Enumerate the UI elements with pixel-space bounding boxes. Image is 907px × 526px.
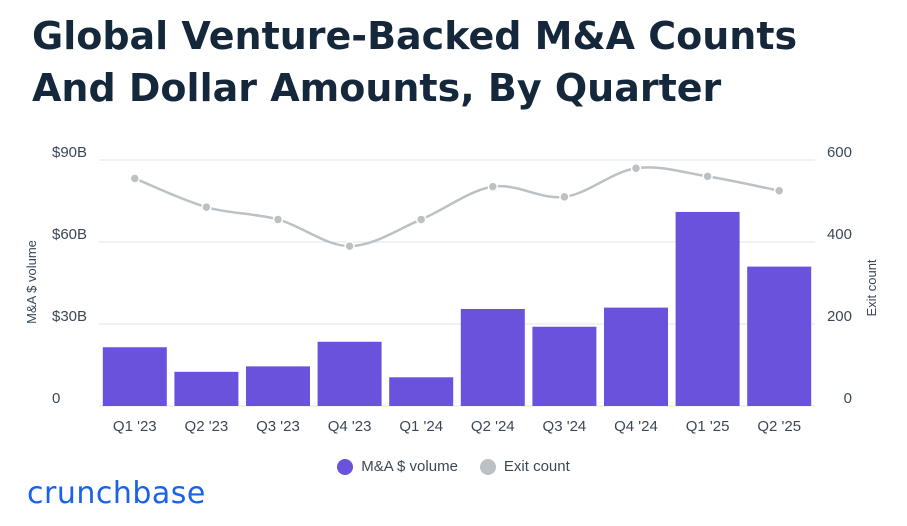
bar[interactable]: [246, 366, 310, 406]
legend-label-exit-count: Exit count: [503, 458, 570, 475]
y2-tick-label: 0: [844, 390, 852, 407]
y-tick-label: 0: [52, 390, 60, 407]
exit-count-point[interactable]: [201, 201, 212, 213]
bar[interactable]: [102, 347, 167, 406]
y-tick-label: $30B: [52, 308, 87, 325]
exit-count-point[interactable]: [773, 185, 785, 196]
crunchbase-logo[interactable]: crunchbase: [27, 476, 206, 511]
y-tick-label: $60B: [52, 226, 87, 243]
chart-title: Global Venture-Backed M&A Counts And Dol…: [32, 14, 798, 110]
exit-count-line: [134, 166, 780, 248]
x-tick-label: Q3 '23: [256, 418, 300, 435]
x-tick-label: Q1 '23: [113, 418, 157, 435]
bar[interactable]: [604, 307, 668, 406]
y2-tick-label: 600: [827, 144, 852, 161]
legend-item-volume[interactable]: M&A $ volume: [337, 458, 458, 475]
y2-axis-label: Exit count: [864, 259, 879, 316]
legend-swatch-exit-count: [479, 458, 496, 475]
exit-count-point[interactable]: [487, 181, 499, 192]
y2-axis-ticks: 0 200 400 600: [827, 144, 852, 407]
exit-count-point[interactable]: [272, 214, 284, 225]
x-tick-label: Q2 '24: [471, 418, 515, 435]
exit-count-point[interactable]: [129, 173, 141, 184]
bar[interactable]: [675, 211, 740, 406]
x-tick-label: Q3 '24: [543, 418, 587, 435]
legend-item-exit-count[interactable]: Exit count: [479, 458, 570, 475]
y-axis-ticks: 0 $30B $60B $90B: [52, 144, 87, 407]
bar[interactable]: [174, 371, 239, 406]
combo-chart: Q1 '23 Q2 '23 Q3 '23 Q4 '23 Q1 '24 Q2 '24 Q3 '…: [24, 144, 879, 435]
legend-label-volume: M&A $ volume: [361, 458, 458, 475]
legend: M&A $ volume Exit count: [0, 458, 907, 475]
exit-count-point[interactable]: [702, 171, 713, 182]
y2-tick-label: 200: [827, 308, 852, 325]
x-tick-label: Q1 '25: [686, 418, 730, 435]
x-tick-label: Q1 '24: [399, 418, 443, 435]
line-series: [129, 162, 785, 252]
bar[interactable]: [460, 308, 525, 406]
y-axis-label: M&A $ volume: [24, 240, 39, 324]
exit-count-point[interactable]: [559, 191, 570, 203]
bar[interactable]: [747, 266, 812, 406]
y2-tick-label: 400: [827, 226, 852, 243]
x-tick-label: Q4 '23: [328, 418, 372, 435]
x-axis-ticks: Q1 '23 Q2 '23 Q3 '23 Q4 '23 Q1 '24 Q2 '24 Q3 '…: [113, 418, 801, 435]
x-tick-label: Q2 '25: [757, 418, 801, 435]
bar-series: [102, 211, 812, 406]
x-tick-label: Q4 '24: [614, 418, 658, 435]
bar[interactable]: [389, 377, 454, 406]
bar[interactable]: [532, 326, 597, 406]
y-tick-label: $90B: [52, 144, 87, 161]
exit-count-point[interactable]: [415, 214, 427, 225]
bar[interactable]: [317, 341, 382, 406]
x-tick-label: Q2 '23: [185, 418, 229, 435]
legend-swatch-volume: [337, 458, 354, 475]
exit-count-point[interactable]: [630, 162, 642, 174]
exit-count-point[interactable]: [344, 240, 355, 252]
